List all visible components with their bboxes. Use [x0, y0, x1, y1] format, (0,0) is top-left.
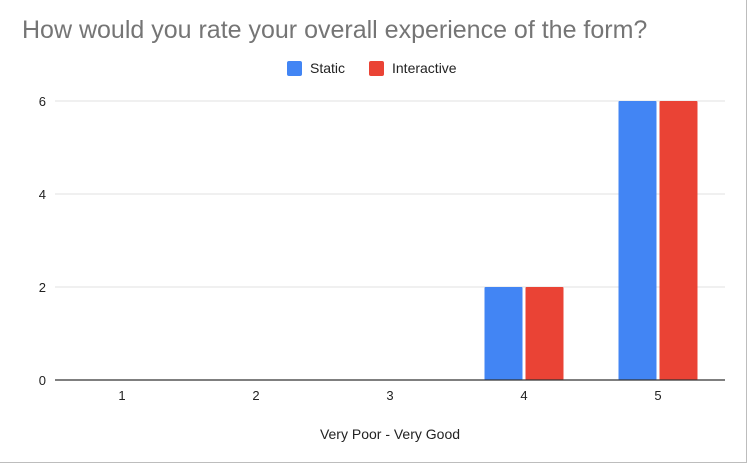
legend-label-static: Static	[310, 60, 346, 76]
x-tick-label-4: 4	[520, 388, 527, 403]
bar-static-5[interactable]	[618, 101, 657, 380]
legend-swatch-static	[287, 60, 302, 76]
legend-item-static[interactable]: Static	[287, 60, 345, 76]
y-tick-label-0: 0	[39, 373, 46, 388]
chart-title: How would you rate your overall experien…	[22, 16, 648, 44]
x-tick-label-2: 2	[252, 388, 259, 403]
bar-interactive-4[interactable]	[525, 287, 564, 380]
legend-item-interactive[interactable]: Interactive	[369, 60, 457, 76]
y-tick-label-4: 4	[39, 187, 46, 202]
legend: Static Interactive	[0, 60, 748, 80]
x-tick-label-5: 5	[654, 388, 661, 403]
y-tick-label-6: 6	[39, 94, 46, 109]
bar-static-4[interactable]	[484, 287, 523, 380]
x-tick-label-3: 3	[386, 388, 393, 403]
x-axis-title: Very Poor - Very Good	[319, 426, 461, 442]
legend-swatch-interactive	[369, 60, 384, 76]
y-tick-label-2: 2	[39, 280, 46, 295]
bar-interactive-5[interactable]	[659, 101, 698, 380]
legend-label-interactive: Interactive	[392, 60, 457, 76]
x-tick-label-1: 1	[118, 388, 125, 403]
